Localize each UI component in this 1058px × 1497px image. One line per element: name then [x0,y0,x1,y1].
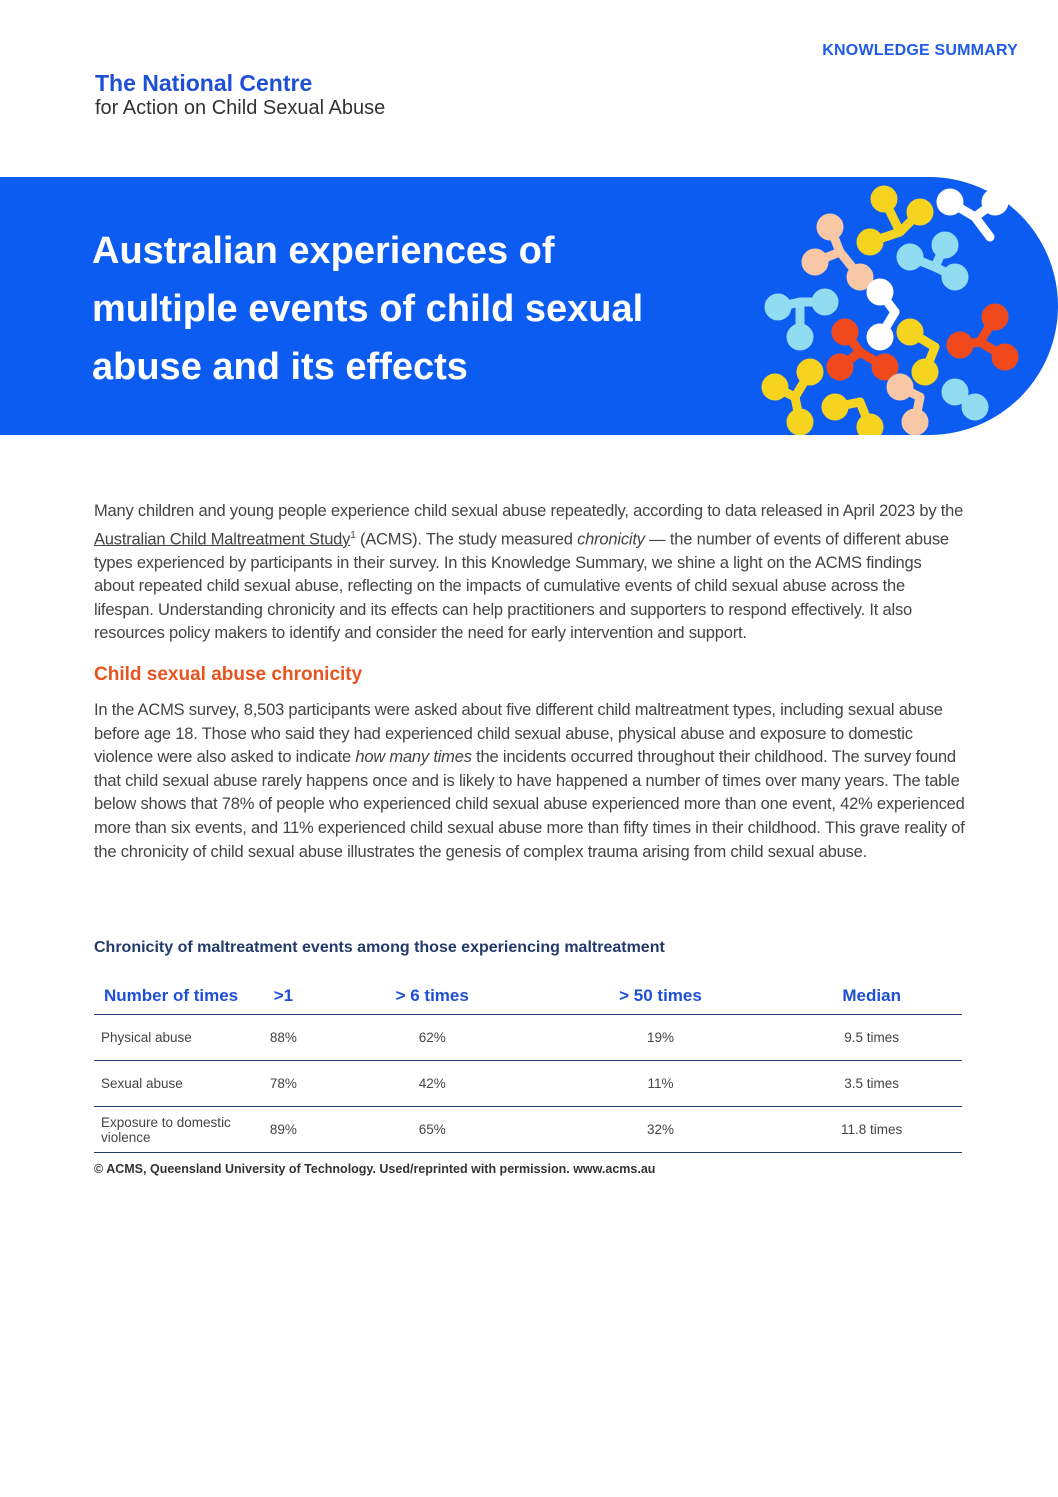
text: Many children and young people experienc… [94,502,964,520]
table: Number of times >1 > 6 times > 50 times … [94,978,962,1153]
title-line: abuse and its effects [92,346,468,388]
pattern [761,185,1019,435]
cell: 19% [539,1014,782,1061]
cell: 11.8 times [781,1106,962,1153]
column-header: Number of times [94,978,242,1015]
cell: Exposure to domestic violence [94,1106,242,1153]
cell: 32% [539,1106,782,1153]
footnote: 1 [350,529,356,541]
column-header: > 6 times [324,978,540,1015]
term: chronicity [577,530,645,549]
emphasis: how many times [355,748,472,767]
source-note: © ACMS, Queensland University of Technol… [94,1162,656,1176]
text: In the ACMS survey, 8,503 participants w… [94,701,943,767]
cell: 3.5 times [781,1060,962,1107]
section-text: In the ACMS survey, 8,503 participants w… [94,699,966,864]
column-header: >1 [242,978,325,1015]
table-caption: Chronicity of maltreatment events among … [94,939,665,956]
cell: 9.5 times [781,1014,962,1061]
row: Physical abuse 88% 62% 19% 9.5 times [94,1014,962,1061]
title-line: multiple events of child sexual [92,288,644,330]
cell: 88% [242,1014,325,1061]
column-header: Median [781,978,962,1015]
text: the incidents occurred throughout their … [94,748,965,861]
cell: 89% [242,1106,325,1153]
title-line: Australian experiences of [92,230,555,272]
cell: 78% [242,1060,325,1107]
link[interactable]: Australian Child Maltreatment Study [94,530,351,549]
org-subtitle: for Action on Child Sexual Abuse [95,97,386,119]
cell: Physical abuse [94,1014,242,1061]
column-header: > 50 times [539,978,782,1015]
cell: 62% [324,1014,540,1061]
text: — the number of events of different abus… [94,530,949,643]
banner-bg [0,177,1058,435]
cell: 42% [324,1060,540,1107]
section-heading: Child sexual abuse chronicity [94,664,363,685]
text: (ACMS). The study measured [355,530,578,549]
intro: Many children and young people experienc… [94,500,966,646]
cell: 65% [324,1106,540,1153]
cell: 11% [539,1060,782,1107]
doc-label: KNOWLEDGE SUMMARY [822,42,1018,59]
cell: Sexual abuse [94,1060,242,1107]
header-row: Number of times >1 > 6 times > 50 times … [94,978,962,1015]
org-name: The National Centre [95,70,313,96]
row: Exposure to domestic violence 89% 65% 32… [94,1106,962,1153]
title: Australian experiences of multiple event… [92,222,643,396]
row: Sexual abuse 78% 42% 11% 3.5 times [94,1060,962,1107]
banner [0,177,1058,435]
